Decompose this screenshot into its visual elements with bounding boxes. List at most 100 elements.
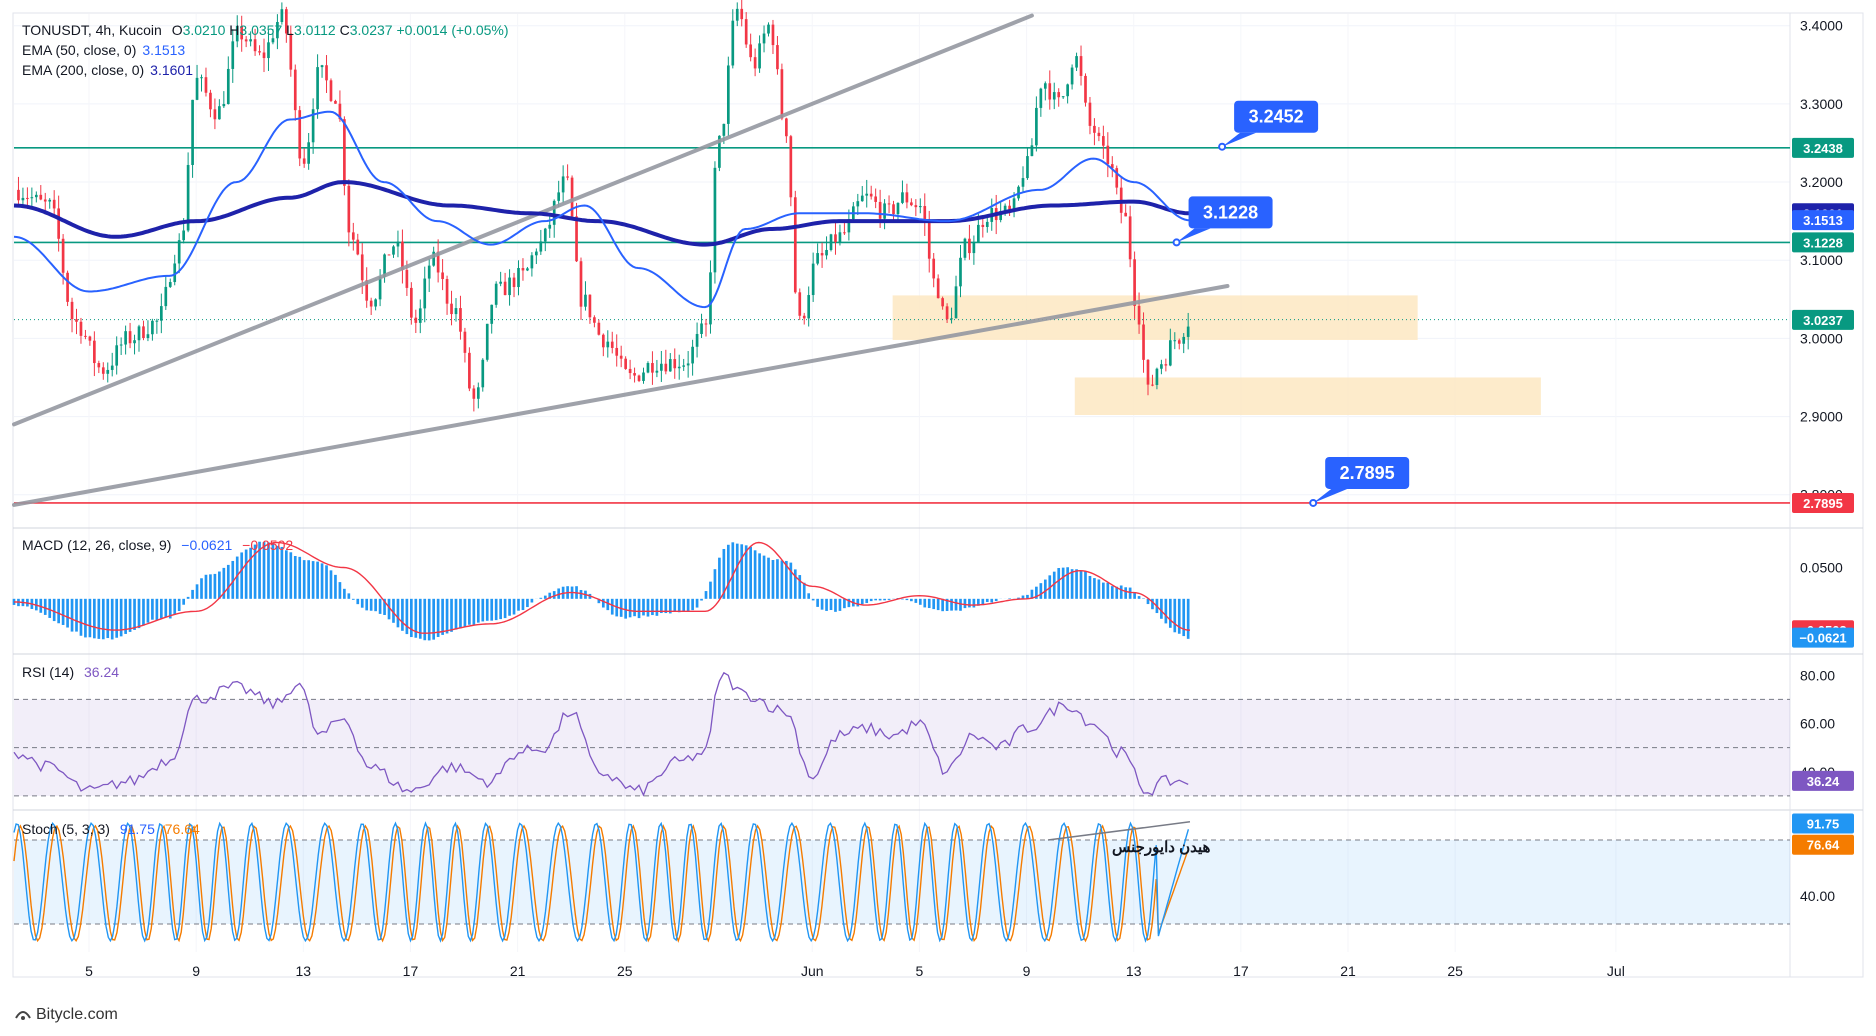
macd-bar [637, 598, 641, 619]
candle-body [843, 232, 846, 234]
macd-bar [218, 571, 221, 599]
candle-body [468, 352, 471, 389]
time-tick-label: 9 [1023, 963, 1031, 979]
candle [284, 6, 288, 43]
bitycle-logo-icon [15, 1011, 31, 1020]
callout-box [1234, 100, 1319, 133]
callout-label: 2.7895 [1340, 463, 1395, 483]
macd-bar [119, 598, 123, 637]
macd-bar [825, 598, 828, 611]
candle-body [981, 224, 985, 227]
candle-body [168, 282, 172, 287]
candle [267, 30, 270, 71]
candle-body [244, 39, 248, 42]
candle [459, 295, 462, 340]
ohlc-open-prefix: O [171, 22, 183, 38]
candle-body [177, 240, 181, 264]
candle [88, 335, 92, 346]
macd-bar [66, 598, 69, 628]
macd-bar [293, 556, 297, 599]
candle [789, 134, 793, 207]
candle [713, 161, 717, 284]
candle-body [258, 51, 261, 53]
candle [48, 198, 52, 209]
candle-body [673, 359, 677, 369]
candle-body [374, 299, 377, 307]
candle [1057, 88, 1061, 107]
candle [834, 222, 837, 255]
candle [334, 99, 337, 104]
candle [503, 272, 507, 296]
candle-body [557, 192, 561, 201]
candle [1106, 132, 1110, 178]
candle [954, 275, 958, 319]
candle [539, 229, 543, 255]
macd-bar [365, 598, 369, 611]
candle [159, 293, 163, 334]
candle-body [1048, 83, 1052, 100]
macd-bar [209, 574, 212, 599]
candle-body [459, 308, 462, 332]
candle-body [450, 303, 453, 315]
macd-bar [1115, 586, 1119, 599]
macd-bar [155, 598, 159, 621]
macd-bar [552, 591, 556, 599]
candle [481, 358, 485, 392]
candle-body [1057, 92, 1061, 98]
price-tag: 3.1513 [1792, 210, 1854, 231]
candle-body [445, 279, 449, 304]
candle [1048, 70, 1052, 110]
candle [865, 179, 869, 208]
candle-body [320, 65, 324, 68]
candle-body [325, 65, 328, 81]
candle [691, 339, 694, 376]
candle-body [360, 254, 364, 281]
candle-body [838, 232, 842, 243]
macd-bar [137, 598, 141, 629]
macd-bar [307, 560, 310, 599]
macd-bar [726, 544, 730, 599]
candle [642, 367, 645, 384]
candle-body [762, 33, 766, 44]
macd-bar [731, 542, 735, 599]
candle [843, 221, 846, 235]
candle [798, 288, 802, 321]
candle [628, 359, 632, 380]
macd-bar [1093, 578, 1096, 599]
candle [619, 345, 623, 368]
candle-body [771, 24, 775, 46]
candle [633, 367, 636, 383]
candle [276, 14, 279, 50]
candle-body [941, 298, 944, 307]
divergence-line [1047, 821, 1191, 841]
candle [668, 353, 672, 372]
macd-bar [883, 598, 886, 601]
ohlc-close: 3.0237 [349, 22, 393, 38]
candle [526, 266, 529, 272]
candle-body [927, 222, 931, 259]
rsi-value: 36.24 [84, 664, 120, 680]
macd-bar [396, 598, 400, 628]
candle-body [293, 69, 297, 111]
macd-bar [628, 598, 632, 618]
candle [753, 48, 757, 77]
candle-body [722, 123, 726, 136]
price-tags: 3.24383.16013.15133.12283.02372.7895−0.0… [1792, 137, 1854, 855]
candle-body [396, 241, 400, 247]
candle [1124, 204, 1128, 217]
candle-body [79, 321, 83, 336]
macd-bar [481, 598, 485, 622]
candle [785, 117, 788, 143]
candle [664, 349, 668, 375]
candle [584, 281, 587, 311]
macd-bar [610, 598, 614, 615]
macd-bar [240, 552, 244, 599]
candle [490, 304, 494, 334]
price-tag-label: 3.1228 [1803, 235, 1843, 250]
candle [351, 222, 355, 251]
candle-body [110, 365, 114, 370]
time-tick-label: 9 [192, 963, 200, 979]
macd-bar [1119, 585, 1123, 599]
candle [963, 237, 967, 261]
candle [914, 199, 918, 217]
